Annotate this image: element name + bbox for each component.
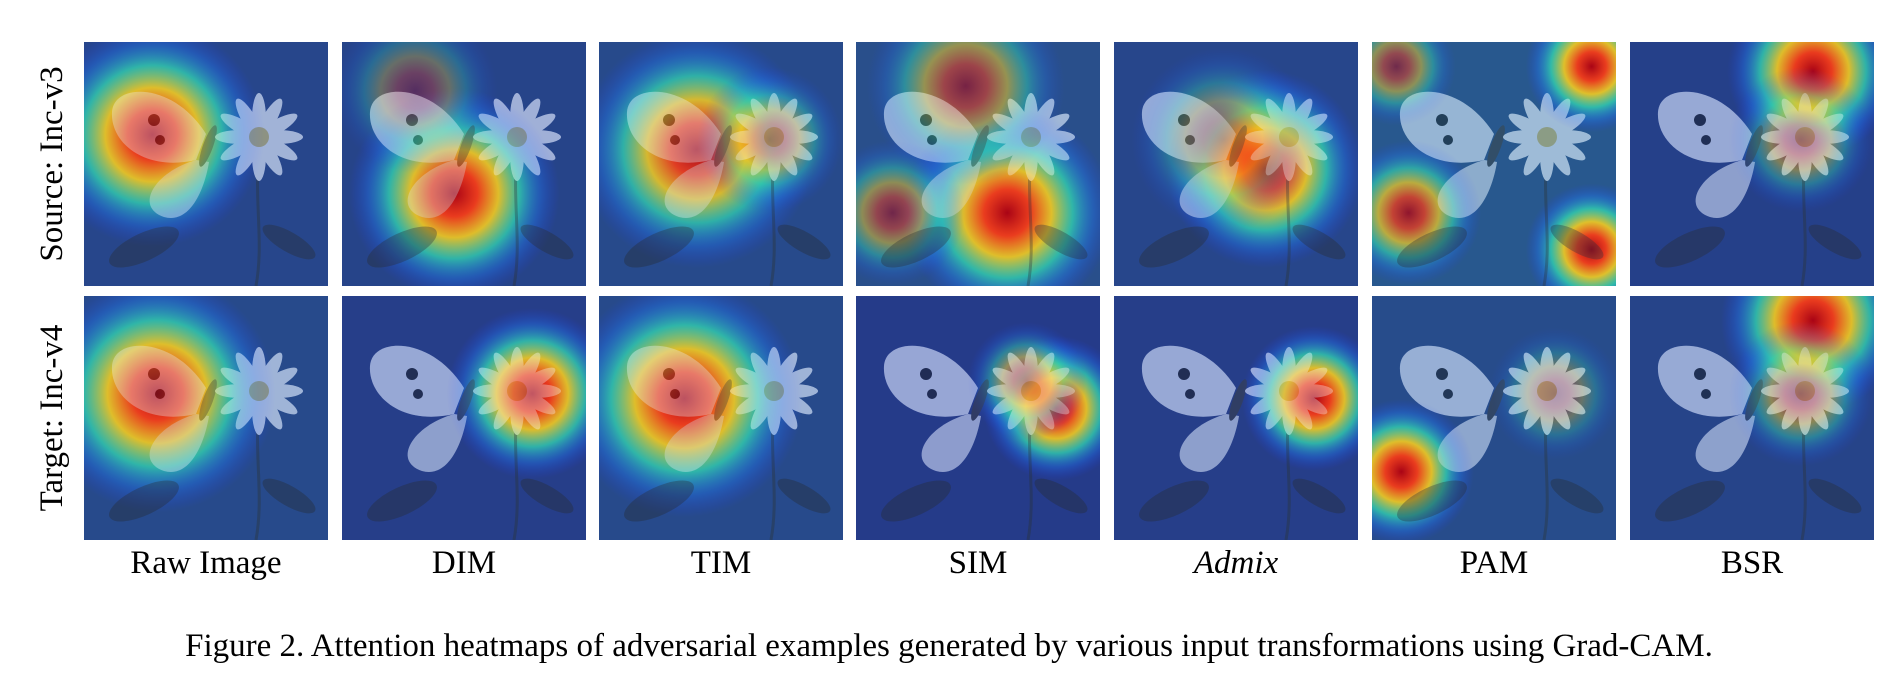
heatmap-image [1372,296,1616,540]
column-label-tim: TIM [690,545,752,581]
row-label-target: Target: Inc-v4 [34,324,70,512]
figure-caption: Figure 2. Attention heatmaps of adversar… [185,628,1713,664]
heatmap-image [1630,296,1874,540]
heatmap-image [599,42,843,286]
heatmap-cell [1372,42,1616,286]
heatmap-image [1114,42,1358,286]
heatmap-cell [342,42,586,286]
heatmap-image [1630,42,1874,286]
heatmap-image [342,42,586,286]
column-label-pam: PAM [1459,545,1529,581]
row-label-source: Source: Inc-v3 [34,66,70,262]
heatmap-image [342,296,586,540]
heatmap-image [84,296,328,540]
heatmap-cell [599,296,843,540]
heatmap-cell [84,296,328,540]
column-label-bsr: BSR [1720,545,1784,581]
heatmap-image [84,42,328,286]
heatmap-image [856,42,1100,286]
heatmap-cell [599,42,843,286]
column-label-sim: SIM [948,545,1008,581]
heatmap-cell [1630,42,1874,286]
column-label-admix: Admix [1193,545,1279,581]
heatmap-image [1114,296,1358,540]
heatmap-cell [342,296,586,540]
heatmap-image [1372,42,1616,286]
heatmap-cell [1114,296,1358,540]
heatmap-cell [1114,42,1358,286]
heatmap-image [856,296,1100,540]
heatmap-cell [856,296,1100,540]
heatmap-cell [84,42,328,286]
column-label-dim: DIM [431,545,497,581]
column-label-raw-image: Raw Image [130,545,282,581]
heatmap-cell [1630,296,1874,540]
heatmap-cell [1372,296,1616,540]
heatmap-cell [856,42,1100,286]
heatmap-image [599,296,843,540]
